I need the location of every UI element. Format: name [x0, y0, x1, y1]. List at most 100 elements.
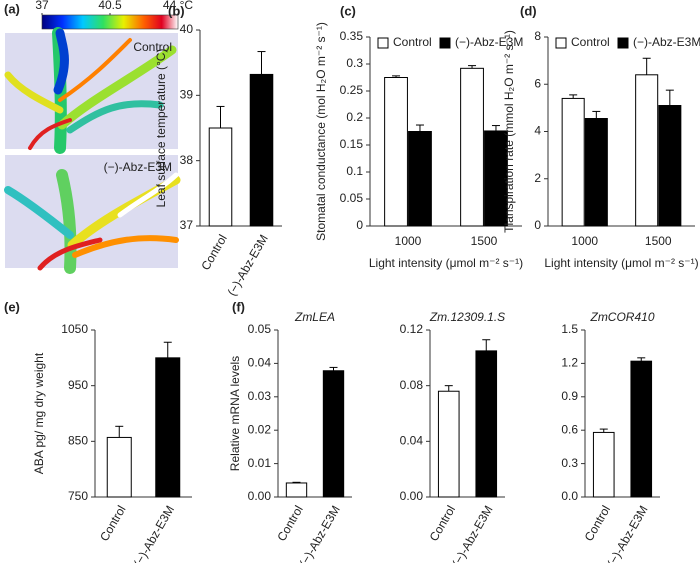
y-tick-label: 1.2 [561, 356, 578, 370]
y-tick-label: 0.9 [561, 389, 578, 403]
x-axis-label: Light intensity (μmol m⁻² s⁻¹) [369, 256, 523, 270]
bar [208, 127, 233, 227]
y-tick-label: 0.1 [346, 164, 363, 178]
bar [384, 77, 408, 227]
y-tick-label: 750 [68, 489, 88, 503]
chart-panel: (d) Tlanspiration rate (mmol H₂O m⁻² s⁻¹)… [502, 3, 700, 270]
bar [460, 67, 484, 227]
y-axis-label: Stomatal conductance (mol H₂O m⁻² s⁻¹) [314, 22, 328, 241]
legend-label: Control [571, 35, 610, 49]
y-tick-label: 37 [180, 218, 194, 232]
y-tick-label: 0.12 [400, 322, 424, 336]
panel-label: (c) [340, 3, 356, 18]
legend-label: (−)-Abz-E3M [455, 35, 523, 49]
y-tick-label: 0.03 [248, 389, 272, 403]
panel-label: (e) [4, 299, 20, 314]
x-tick-label: Control [427, 503, 458, 544]
y-tick-label: 0.2 [346, 110, 363, 124]
bar [155, 357, 181, 498]
bar [322, 370, 345, 498]
x-tick-label: Control [97, 503, 128, 544]
y-tick-label: 0 [534, 218, 541, 232]
bar [249, 73, 274, 227]
legend-label: Control [393, 35, 432, 49]
y-tick-label: 0.02 [248, 422, 272, 436]
bar [561, 97, 585, 227]
y-tick-label: 0.35 [340, 29, 364, 43]
thermal-image [5, 33, 178, 149]
y-tick-label: 8 [534, 29, 541, 43]
y-tick-label: 0.3 [346, 56, 363, 70]
x-tick-label: Control [198, 232, 229, 273]
x-tick-label: 1000 [395, 234, 422, 248]
x-tick-label: Control [274, 503, 305, 544]
y-tick-label: 1.5 [561, 322, 578, 336]
y-tick-label: 1050 [61, 322, 88, 336]
panel-label: (a) [4, 1, 20, 16]
bar [635, 74, 659, 227]
legend-swatch [555, 37, 567, 49]
bar [475, 350, 498, 498]
x-tick-label: 1000 [571, 234, 598, 248]
chart-panel: (f) ZmLEA Relative mRNA levels 0.00 0.01 0.02… [228, 299, 352, 563]
legend-swatch [439, 37, 451, 49]
y-tick-label: 2 [534, 171, 541, 185]
y-axis-label: Leaf surface temperature (°C) [154, 49, 168, 208]
y-axis-label: Relative mRNA levels [228, 356, 242, 471]
chart-panel: (b) Leaf surface temperature (°C) 37 38 39 40… [154, 3, 282, 298]
chart-panel: Zm.12309.1.S0.000.040.080.12Control(−)-A… [400, 310, 506, 563]
thermal-panel: (a) 37 40.5 44 °C Control (−)-Abz-E3M [4, 0, 193, 274]
y-tick-label: 0.00 [400, 489, 424, 503]
colorbar-label: 37 [35, 0, 49, 12]
x-tick-label: 1500 [645, 234, 672, 248]
y-tick-label: 0.3 [561, 456, 578, 470]
y-tick-label: 40 [180, 22, 194, 36]
x-tick-label: (−)-Abz-E3M [131, 503, 177, 563]
y-tick-label: 0 [356, 218, 363, 232]
y-tick-label: 0.04 [248, 356, 272, 370]
y-tick-label: 38 [180, 153, 194, 167]
bar [285, 482, 308, 498]
y-tick-label: 950 [68, 378, 88, 392]
bar [584, 118, 608, 227]
y-tick-label: 0.05 [340, 191, 364, 205]
chart-title: ZmLEA [294, 310, 335, 324]
panel-label: (d) [520, 3, 537, 18]
bar [106, 436, 132, 498]
y-tick-label: 0.04 [400, 434, 424, 448]
chart-panel: ZmCOR4100.00.30.60.91.21.5Control(−)-Abz… [561, 310, 660, 563]
y-tick-label: 0.25 [340, 83, 364, 97]
chart-panel: (e) ABA pg/ mg dry weight 750 850 950 1050 Con… [4, 299, 192, 563]
x-tick-label: 1500 [471, 234, 498, 248]
image-caption: (−)-Abz-E3M [104, 160, 172, 174]
colorbar-label: 40.5 [98, 0, 122, 12]
panel-label: (b) [168, 3, 185, 18]
image-caption: Control [133, 40, 172, 54]
panel-label: (f) [232, 299, 245, 314]
x-axis-label: Light intensity (μmol m⁻² s⁻¹) [544, 256, 698, 270]
y-axis-label: Tlanspiration rate (mmol H₂O m⁻² s⁻¹) [502, 30, 516, 233]
legend-swatch [377, 37, 389, 49]
chart-panel: (c) Stomatal conductance (mol H₂O m⁻² s⁻¹… [314, 3, 523, 270]
y-tick-label: 39 [180, 88, 194, 102]
bar [630, 360, 653, 498]
y-tick-label: 6 [534, 76, 541, 90]
colorbar [41, 14, 179, 30]
legend-label: (−)-Abz-E3M [633, 35, 700, 49]
colorbar-label: 44 °C [163, 0, 193, 12]
y-axis-label: ABA pg/ mg dry weight [32, 352, 46, 474]
leaves [4, 27, 177, 154]
bar [658, 105, 682, 227]
legend-swatch [617, 37, 629, 49]
bar [437, 390, 460, 498]
chart-title: ZmCOR410 [589, 310, 654, 324]
y-tick-label: 0.6 [561, 422, 578, 436]
x-tick-label: Control [582, 503, 613, 544]
chart-title: Zm.12309.1.S [429, 310, 505, 324]
y-tick-label: 0.08 [400, 378, 424, 392]
y-tick-label: 850 [68, 434, 88, 448]
y-tick-label: 0.15 [340, 137, 364, 151]
y-tick-label: 0.01 [248, 456, 272, 470]
x-tick-label: (−)-Abz-E3M [225, 232, 271, 298]
